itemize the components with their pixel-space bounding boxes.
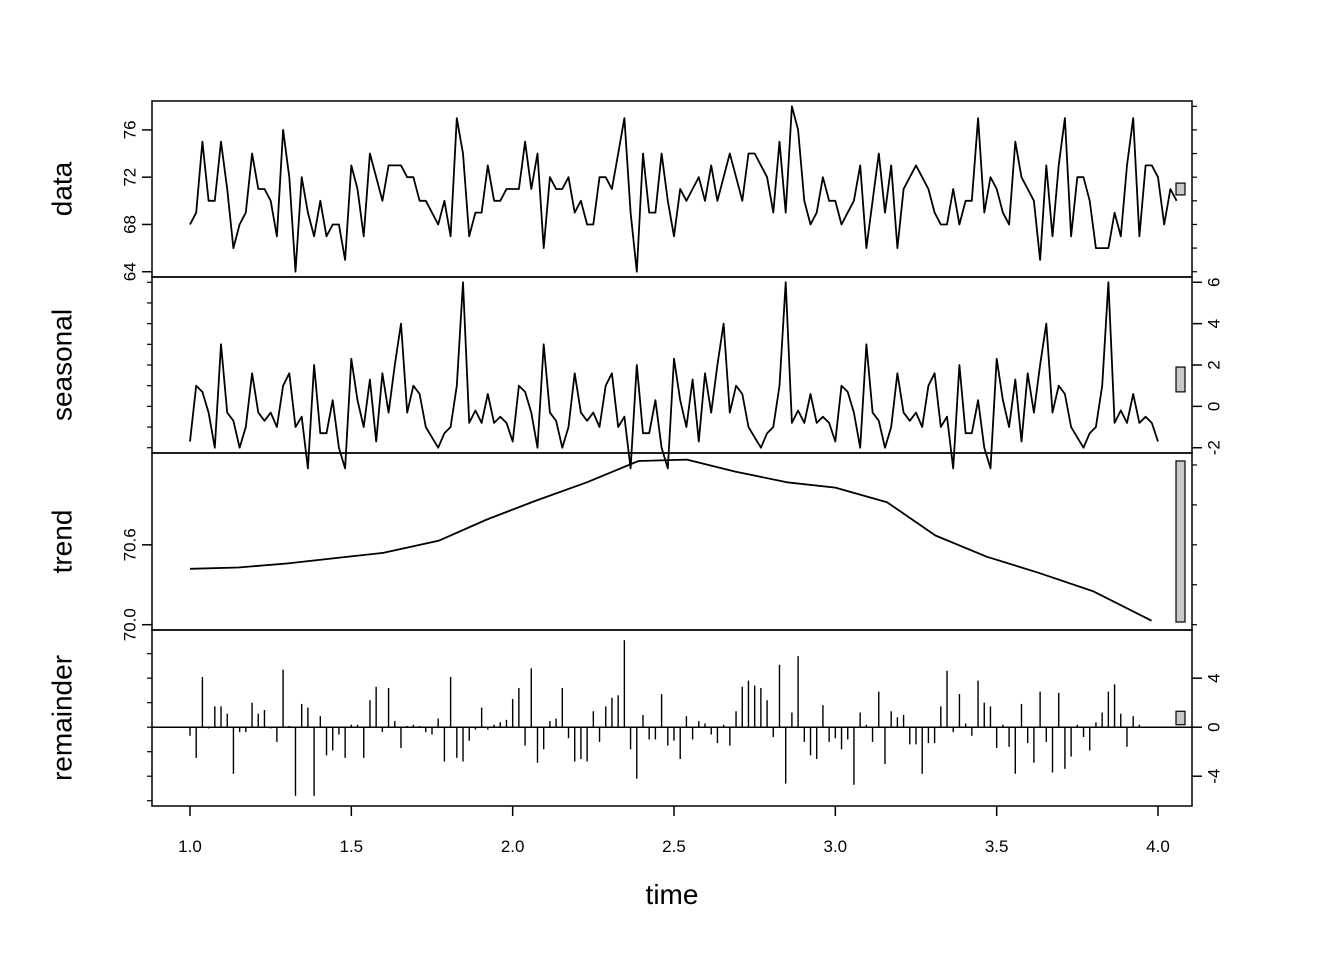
data-y-tick-label: 72	[121, 168, 140, 187]
panel-frame-seasonal	[151, 276, 1193, 454]
seasonal-series-line	[189, 281, 1159, 470]
panel-frame-trend	[151, 452, 1193, 631]
x-axis: 1.0 1.5 2.0 2.5 3.0 3.5 4.0	[178, 806, 1170, 856]
data-y-tick-label: 68	[121, 215, 140, 234]
x-tick-label: 3.0	[824, 837, 848, 856]
data-y-tick-label: 76	[121, 120, 140, 139]
remainder-panel-label: remainder	[47, 655, 78, 781]
remainder-y-tick-label: 0	[1205, 722, 1224, 731]
trend-range-bar	[1175, 460, 1186, 623]
x-tick-label: 1.0	[178, 837, 202, 856]
data-panel-label: data	[47, 161, 78, 216]
x-tick-label: 2.5	[662, 837, 686, 856]
data-series-line	[189, 105, 1178, 273]
x-tick-label: 2.0	[501, 837, 525, 856]
data-y-tick-label: 64	[121, 262, 140, 281]
panel-frame-remainder	[151, 629, 1193, 807]
panel-data: 64 68 72 76 data	[47, 100, 1197, 281]
x-tick-label: 4.0	[1146, 837, 1170, 856]
seasonal-y-tick-label: 4	[1205, 319, 1224, 328]
seasonal-y-tick-label: 2	[1205, 360, 1224, 369]
remainder-range-bar	[1175, 710, 1186, 726]
panel-frame-data	[151, 100, 1193, 278]
panel-seasonal: -2 0 2 4 6 seasonal	[47, 276, 1224, 470]
panel-remainder: -4 0 4 remainder	[47, 629, 1224, 807]
trend-panel-label: trend	[47, 510, 78, 574]
seasonal-y-tick-label: -2	[1205, 440, 1224, 455]
seasonal-y-tick-label: 6	[1205, 278, 1224, 287]
seasonal-y-tick-label: 0	[1205, 402, 1224, 411]
trend-y-tick-label: 70.0	[121, 608, 140, 641]
x-tick-label: 3.5	[985, 837, 1009, 856]
remainder-y-tick-label: 4	[1205, 673, 1224, 682]
trend-series-line	[189, 458, 1152, 622]
x-axis-title: time	[646, 879, 699, 910]
seasonal-panel-label: seasonal	[47, 309, 78, 421]
x-tick-label: 1.5	[340, 837, 364, 856]
remainder-y-tick-label: -4	[1205, 769, 1224, 784]
panels-layer: 64 68 72 76 data -2 0 2 4 6 seasonal 70.0 70.6 trend -…	[47, 100, 1224, 807]
data-range-bar	[1175, 182, 1186, 196]
seasonal-range-bar	[1175, 366, 1186, 393]
trend-y-tick-label: 70.6	[121, 528, 140, 561]
panel-trend: 70.0 70.6 trend	[47, 452, 1197, 641]
